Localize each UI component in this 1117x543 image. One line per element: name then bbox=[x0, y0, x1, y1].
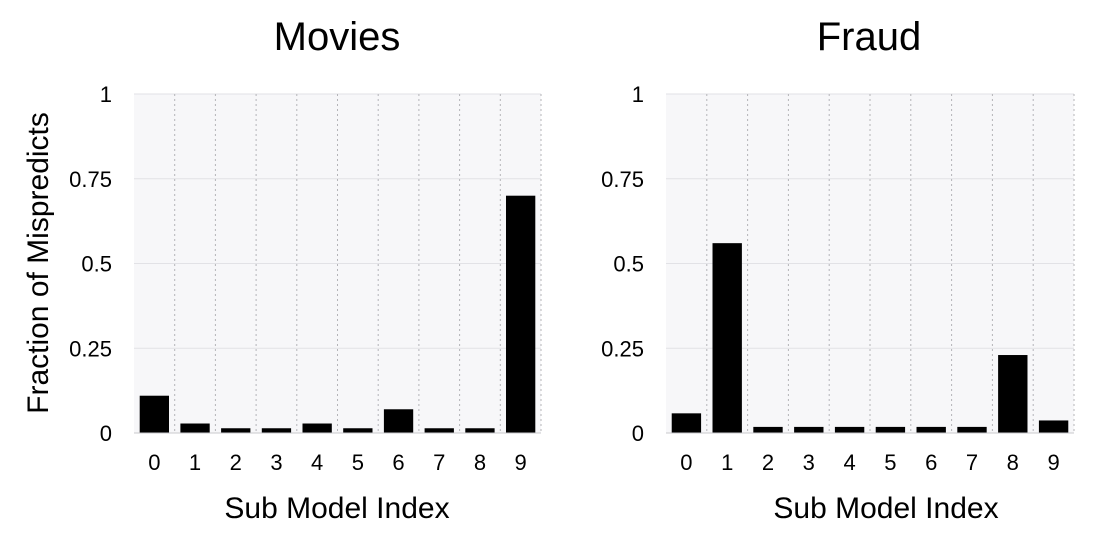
x-tick-label: 8 bbox=[474, 450, 486, 475]
x-tick-label: 1 bbox=[721, 450, 733, 475]
x-tick-label: 2 bbox=[230, 450, 242, 475]
y-tick-label: 0.75 bbox=[69, 167, 112, 192]
bar-9 bbox=[1038, 420, 1069, 433]
bar-6 bbox=[383, 409, 414, 433]
x-tick-label: 0 bbox=[680, 450, 692, 475]
y-tick-label: 0 bbox=[100, 421, 112, 446]
y-tick-label: 1 bbox=[632, 82, 644, 107]
chart-title: Fraud bbox=[817, 15, 922, 59]
x-tick-label: 7 bbox=[966, 450, 978, 475]
bar-5 bbox=[343, 428, 373, 433]
x-tick-label: 6 bbox=[925, 450, 937, 475]
bar-7 bbox=[957, 426, 987, 433]
x-tick-label: 7 bbox=[433, 450, 445, 475]
plot-area: 0 0.25 0.5 0.75 1 0 1 2 3 4 5 6 7 8 9 bbox=[69, 82, 542, 475]
bar-9 bbox=[505, 195, 536, 433]
bar-8 bbox=[998, 355, 1028, 433]
x-tick-label: 5 bbox=[884, 450, 896, 475]
bar-2 bbox=[753, 426, 783, 433]
bar-2 bbox=[221, 428, 251, 433]
y-tick-label: 0.25 bbox=[601, 336, 644, 361]
bar-0 bbox=[139, 395, 170, 433]
bar-1 bbox=[180, 423, 210, 433]
x-axis-label: Sub Model Index bbox=[773, 492, 998, 525]
plot-area: 0 0.25 0.5 0.75 1 0 1 2 3 4 5 6 7 8 9 bbox=[601, 82, 1075, 475]
bar-4 bbox=[302, 423, 332, 433]
bar-5 bbox=[875, 426, 906, 433]
bar-0 bbox=[671, 413, 702, 433]
y-tick-label: 0.25 bbox=[69, 336, 112, 361]
x-tick-label: 2 bbox=[762, 450, 774, 475]
bar-7 bbox=[424, 428, 454, 433]
y-axis-label: Fraction of Mispredicts bbox=[22, 112, 55, 414]
bar-1 bbox=[712, 243, 742, 433]
bar-8 bbox=[465, 428, 495, 433]
x-tick-label: 4 bbox=[843, 450, 855, 475]
y-tick-label: 0.5 bbox=[613, 252, 644, 277]
y-tick-label: 0.75 bbox=[601, 167, 644, 192]
bar-4 bbox=[834, 426, 865, 433]
x-tick-label: 1 bbox=[189, 450, 201, 475]
y-tick-label: 0 bbox=[632, 421, 644, 446]
x-tick-label: 4 bbox=[311, 450, 323, 475]
bar-3 bbox=[261, 428, 292, 433]
x-tick-label: 9 bbox=[1047, 450, 1059, 475]
x-tick-label: 6 bbox=[392, 450, 404, 475]
x-tick-label: 5 bbox=[352, 450, 364, 475]
x-axis-label: Sub Model Index bbox=[224, 492, 449, 525]
x-tick-label: 0 bbox=[148, 450, 160, 475]
x-tick-label: 3 bbox=[803, 450, 815, 475]
chart-title: Movies bbox=[274, 15, 401, 59]
x-tick-label: 3 bbox=[270, 450, 282, 475]
x-tick-label: 8 bbox=[1007, 450, 1019, 475]
y-tick-label: 0.5 bbox=[81, 252, 112, 277]
chart-panel-movies: Movies Sub Model Index Fraction of Mispr… bbox=[22, 15, 542, 525]
bar-6 bbox=[916, 426, 946, 433]
y-tick-label: 1 bbox=[100, 82, 112, 107]
bar-3 bbox=[794, 426, 824, 433]
x-tick-label: 9 bbox=[515, 450, 527, 475]
chart-panel-fraud: Fraud Sub Model Index 0 0.25 0.5 0.75 1 0 1 2 3 4… bbox=[601, 15, 1075, 525]
